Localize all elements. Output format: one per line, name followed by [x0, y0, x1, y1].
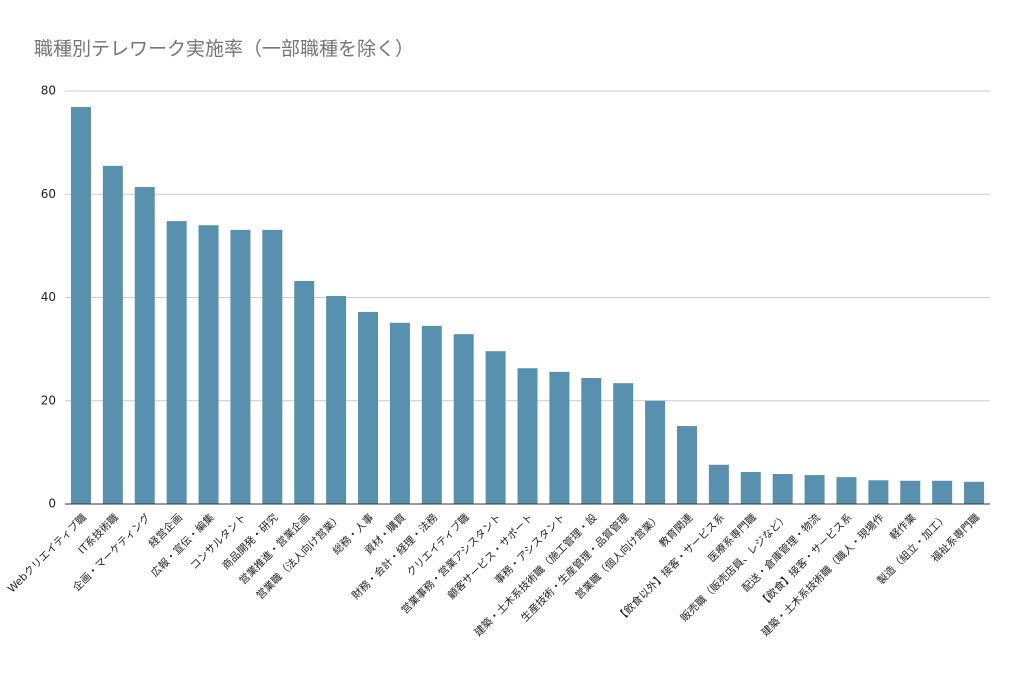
- y-tick-label: 40: [41, 290, 56, 304]
- bar: [804, 475, 825, 504]
- y-tick-label: 0: [48, 497, 56, 511]
- bar: [613, 383, 634, 504]
- bar: [517, 368, 538, 504]
- bar: [453, 334, 474, 504]
- bar: [645, 400, 666, 504]
- bar: [70, 107, 91, 504]
- bar: [932, 480, 953, 504]
- x-tick-label: コンサルタント: [188, 512, 248, 572]
- bar: [102, 165, 123, 504]
- bar: [900, 480, 921, 504]
- bar: [581, 378, 602, 504]
- bar: [294, 280, 315, 504]
- bar: [262, 229, 283, 504]
- bar: [964, 481, 985, 504]
- bar: [358, 311, 379, 504]
- bar: [772, 474, 793, 504]
- x-tick-label: 軽作業: [887, 511, 919, 543]
- bar: [868, 480, 889, 504]
- bar: [740, 471, 761, 504]
- bar: [326, 295, 347, 504]
- bar: [134, 187, 155, 504]
- bar: [166, 221, 187, 504]
- bar: [421, 325, 442, 504]
- bar: [836, 477, 857, 504]
- y-tick-label: 80: [41, 84, 56, 98]
- bar: [549, 371, 570, 504]
- x-tick-label: 商品開発・研究: [219, 511, 281, 573]
- y-tick-label: 60: [41, 187, 56, 201]
- chart-title: 職種別テレワーク実施率（一部職種を除く）: [34, 38, 414, 60]
- y-tick-label: 20: [41, 393, 56, 407]
- bar: [676, 426, 697, 504]
- bar: [485, 351, 506, 504]
- bar: [389, 322, 410, 504]
- bar: [708, 464, 729, 504]
- bar: [198, 225, 219, 504]
- bar: [230, 229, 251, 504]
